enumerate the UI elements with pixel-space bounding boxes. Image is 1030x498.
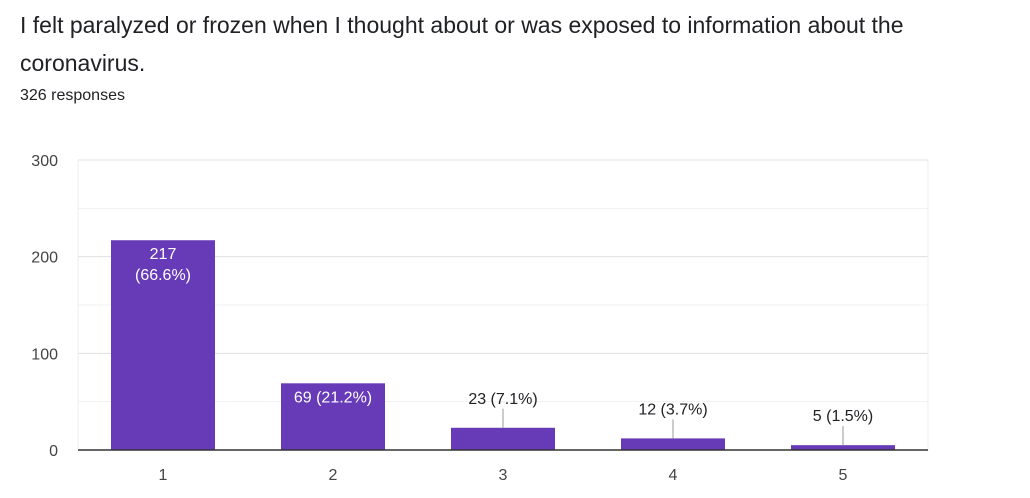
data-label: (66.6%) [135,267,191,284]
data-label: 69 (21.2%) [294,389,372,406]
x-tick-label: 1 [159,467,168,484]
y-tick-label: 300 [31,153,58,170]
x-tick-label: 2 [329,467,338,484]
y-tick-label: 200 [31,250,58,267]
bar [451,427,555,450]
bar [791,445,895,450]
x-tick-label: 3 [499,467,508,484]
x-tick-label: 5 [839,467,848,484]
data-label: 12 (3.7%) [638,401,707,418]
bar [281,383,385,450]
data-label: 23 (7.1%) [468,391,537,408]
response-count: 326 responses [20,87,125,104]
data-label: 5 (1.5%) [813,408,873,425]
question-title: I felt paralyzed or frozen when I though… [20,12,904,76]
bar [111,240,215,450]
bar [621,438,725,450]
data-label: 217 [150,246,177,263]
x-tick-label: 4 [669,467,678,484]
y-tick-label: 0 [49,443,58,460]
y-tick-label: 100 [31,346,58,363]
